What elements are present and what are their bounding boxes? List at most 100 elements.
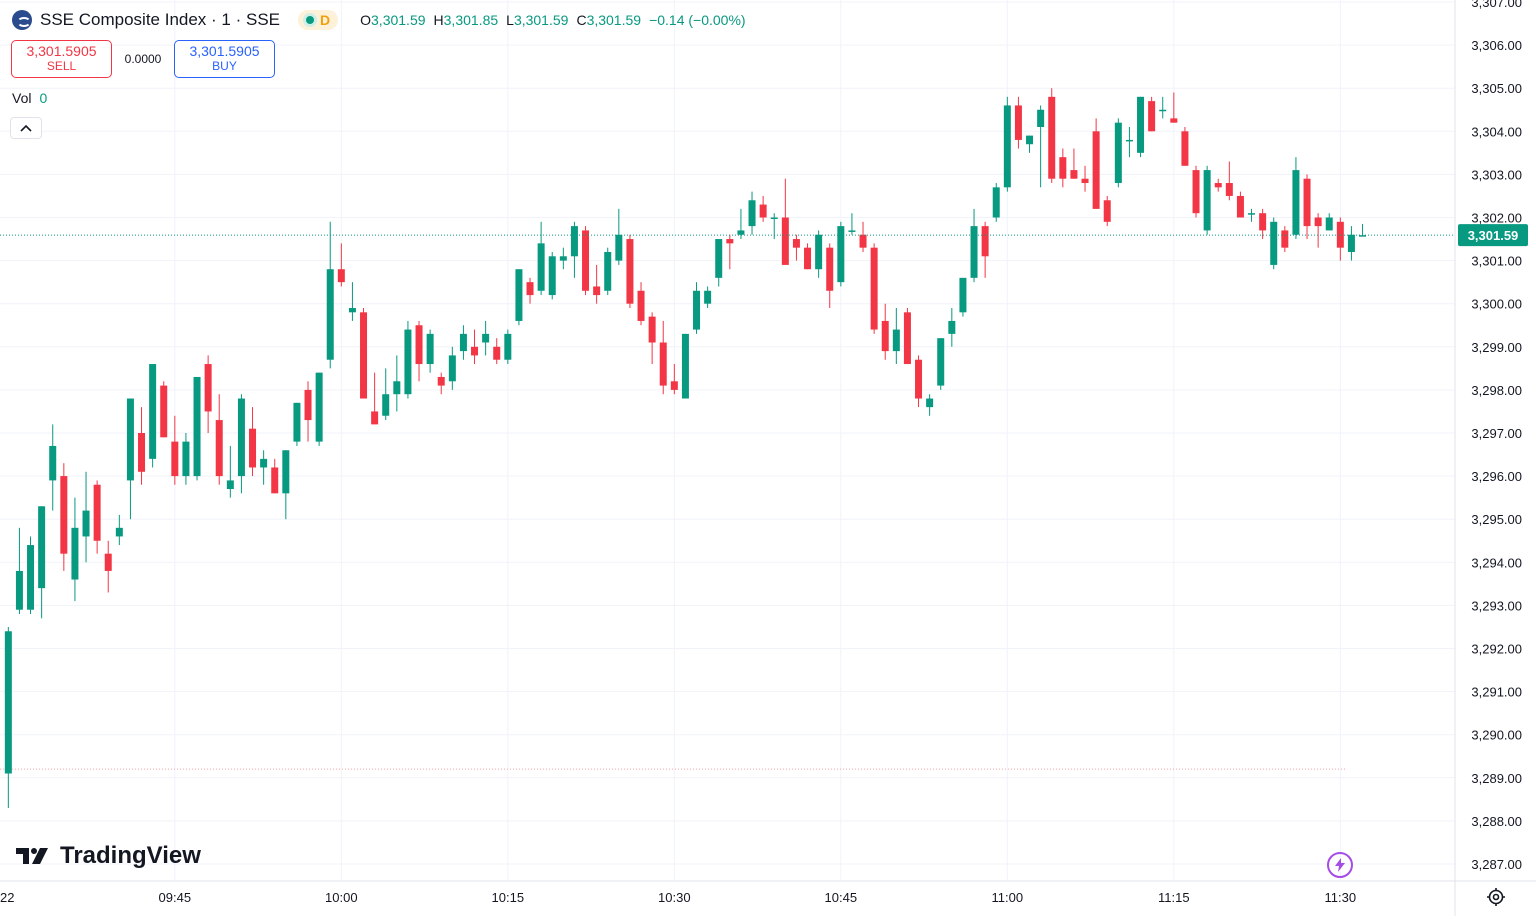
candle[interactable] <box>626 234 634 309</box>
candle[interactable] <box>1281 226 1289 252</box>
candle[interactable] <box>526 277 534 304</box>
candle[interactable] <box>371 372 379 425</box>
candle[interactable] <box>792 234 800 261</box>
candle[interactable] <box>1225 161 1233 201</box>
candle[interactable] <box>637 282 645 326</box>
candle[interactable] <box>992 183 1000 222</box>
candle[interactable] <box>348 282 356 321</box>
candle[interactable] <box>737 208 745 240</box>
candle[interactable] <box>826 243 834 309</box>
candle[interactable] <box>1270 217 1278 270</box>
candle[interactable] <box>659 320 667 395</box>
candle[interactable] <box>1048 88 1056 184</box>
candle[interactable] <box>249 407 257 477</box>
candle[interactable] <box>404 320 412 399</box>
candle[interactable] <box>681 333 689 399</box>
candle[interactable] <box>260 450 268 485</box>
candle[interactable] <box>215 394 223 485</box>
candle[interactable] <box>304 381 312 442</box>
candle[interactable] <box>15 527 23 615</box>
candle[interactable] <box>1336 217 1344 261</box>
candle[interactable] <box>204 355 212 433</box>
candle[interactable] <box>1292 157 1300 240</box>
candle[interactable] <box>448 346 456 390</box>
candle[interactable] <box>115 514 123 546</box>
candle[interactable] <box>82 471 90 563</box>
sell-button[interactable]: 3,301.5905 SELL <box>11 40 112 78</box>
candle[interactable] <box>1137 96 1145 158</box>
candle[interactable] <box>748 191 756 235</box>
candle[interactable] <box>271 458 279 494</box>
candle[interactable] <box>315 372 323 446</box>
candle[interactable] <box>959 277 967 317</box>
candle[interactable] <box>1314 213 1322 248</box>
candle[interactable] <box>160 381 168 438</box>
candle[interactable] <box>870 243 878 334</box>
candle[interactable] <box>1114 118 1122 188</box>
candle[interactable] <box>570 221 578 278</box>
candle[interactable] <box>1170 92 1178 123</box>
candle[interactable] <box>704 286 712 309</box>
candle[interactable] <box>337 243 345 287</box>
candle[interactable] <box>93 480 101 554</box>
candle[interactable] <box>71 497 79 602</box>
candle[interactable] <box>1103 195 1111 227</box>
candle[interactable] <box>149 364 157 468</box>
candle[interactable] <box>1236 191 1244 218</box>
price-axis[interactable]: 3,287.00 3,288.00 3,289.00 3,290.00 3,291.00… <box>1471 0 1522 872</box>
candle[interactable] <box>49 424 57 511</box>
candle[interactable] <box>903 308 911 365</box>
candle[interactable] <box>937 338 945 390</box>
candle[interactable] <box>582 226 590 296</box>
candle[interactable] <box>504 329 512 365</box>
candle[interactable] <box>559 247 567 270</box>
candles-layer[interactable] <box>4 88 1367 808</box>
candle[interactable] <box>548 251 556 300</box>
candle[interactable] <box>360 308 368 399</box>
candle[interactable] <box>1081 165 1089 192</box>
candle[interactable] <box>1248 208 1256 222</box>
candle[interactable] <box>726 234 734 270</box>
candle[interactable] <box>104 540 112 593</box>
candle[interactable] <box>182 433 190 485</box>
candle[interactable] <box>1070 148 1078 179</box>
symbol-title[interactable]: SSE Composite Index · 1 · SSE <box>40 10 280 29</box>
candle[interactable] <box>126 398 134 520</box>
candle[interactable] <box>1059 148 1067 188</box>
candle[interactable] <box>1125 126 1133 158</box>
candle[interactable] <box>593 264 601 304</box>
candle[interactable] <box>837 221 845 287</box>
candle[interactable] <box>515 269 523 326</box>
candle[interactable] <box>415 320 423 382</box>
candle[interactable] <box>1148 96 1156 132</box>
candle[interactable] <box>848 213 856 235</box>
candle[interactable] <box>4 626 12 808</box>
settings-icon[interactable] <box>1486 887 1506 907</box>
candle[interactable] <box>1359 223 1367 237</box>
candle[interactable] <box>1014 96 1022 149</box>
candle[interactable] <box>1303 174 1311 240</box>
candle[interactable] <box>1347 226 1355 261</box>
candle[interactable] <box>693 282 701 334</box>
candle[interactable] <box>60 463 68 571</box>
candle[interactable] <box>981 221 989 278</box>
candle[interactable] <box>804 243 812 270</box>
candle[interactable] <box>892 308 900 365</box>
time-axis[interactable]: 22 09:45 10:00 10:15 10:30 10:45 11:00 11:15 11:… <box>0 890 1356 905</box>
candle[interactable] <box>715 239 723 287</box>
candle[interactable] <box>670 364 678 395</box>
candle[interactable] <box>437 372 445 395</box>
candle[interactable] <box>426 329 434 373</box>
flash-button[interactable] <box>1327 852 1353 878</box>
candle[interactable] <box>1092 118 1100 209</box>
candle[interactable] <box>926 394 934 416</box>
candle[interactable] <box>1203 165 1211 235</box>
market-status-badge[interactable]: D <box>298 10 339 30</box>
candle[interactable] <box>482 320 490 356</box>
candle[interactable] <box>781 178 789 265</box>
candle[interactable] <box>1192 165 1200 218</box>
candle[interactable] <box>471 329 479 365</box>
candle[interactable] <box>1003 96 1011 192</box>
candle[interactable] <box>537 221 545 296</box>
